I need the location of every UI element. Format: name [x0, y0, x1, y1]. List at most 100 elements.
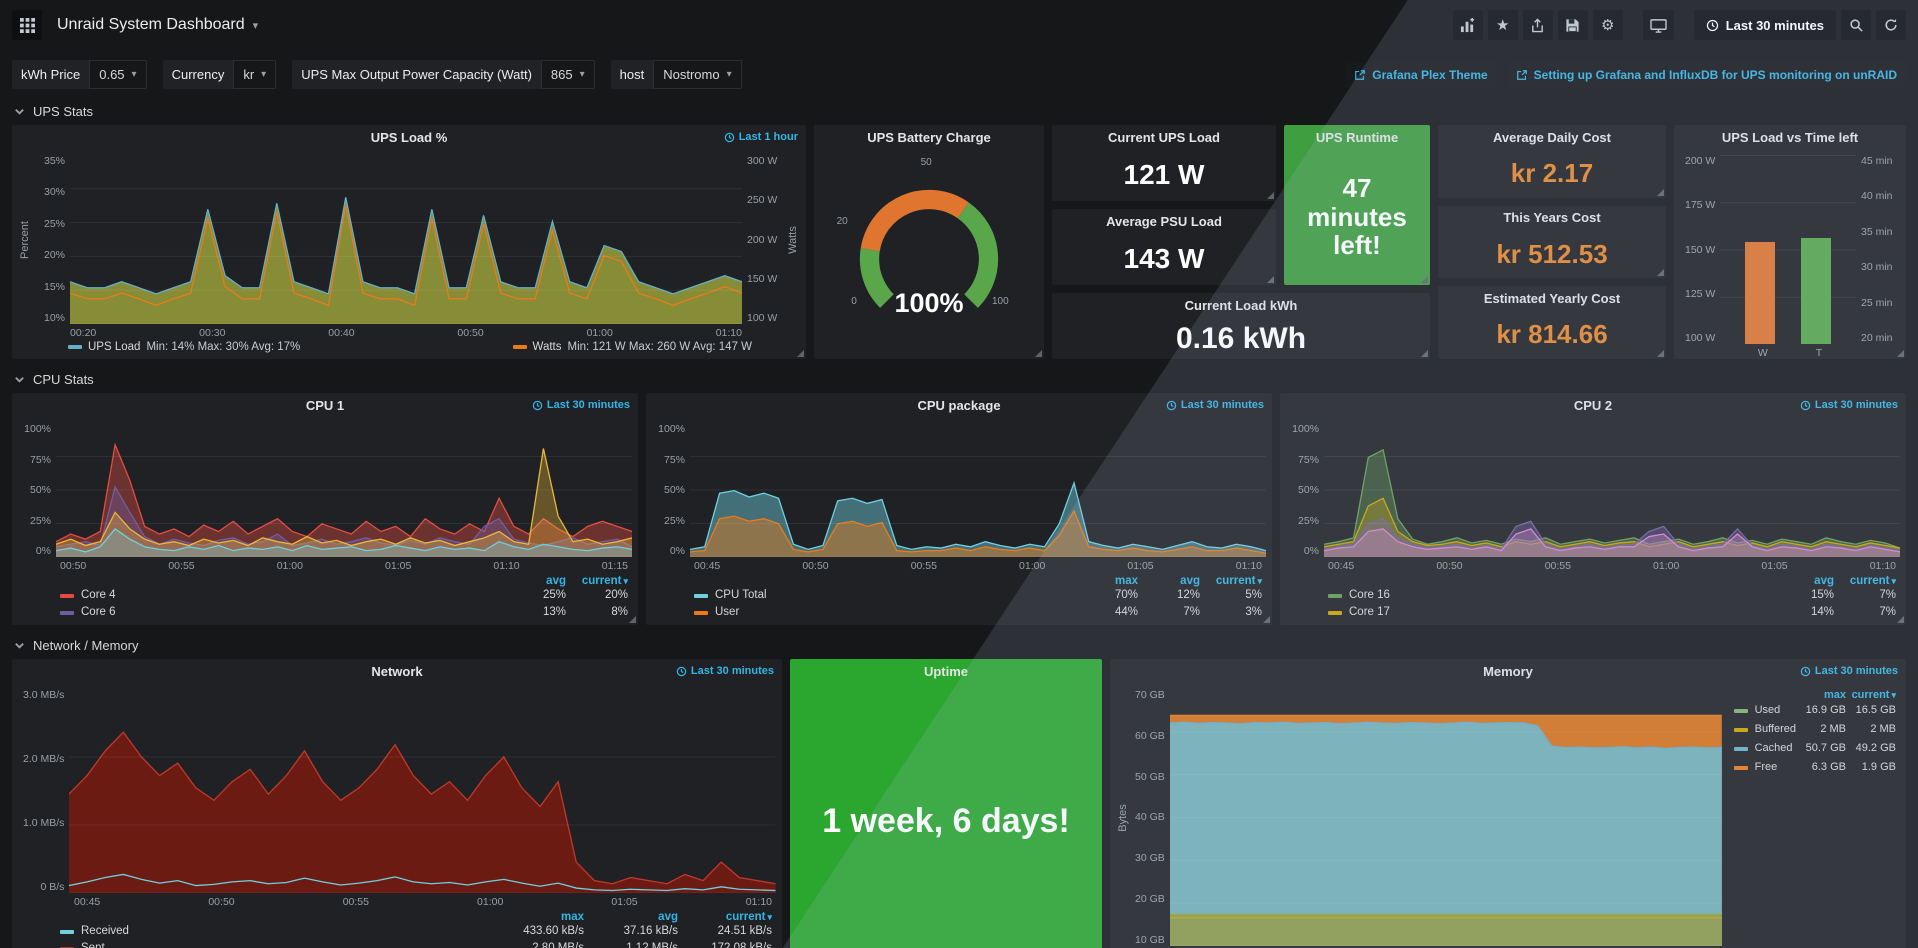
legend-series[interactable]: Core 16 15% 7%: [1328, 587, 1896, 604]
legend-sort-column[interactable]: avg: [1180, 575, 1200, 587]
panel-time-override[interactable]: Last 30 minutes: [676, 665, 774, 677]
panel-time-override[interactable]: Last 1 hour: [724, 131, 798, 143]
legend-sort-column[interactable]: current ▾: [1849, 575, 1896, 587]
panel-header[interactable]: CPU package Last 30 minutes: [646, 393, 1272, 417]
zoom-out-button[interactable]: [1841, 10, 1871, 40]
panel-resize-handle[interactable]: [1421, 276, 1428, 283]
plot-area[interactable]: [1324, 423, 1900, 557]
legend-sort-column[interactable]: current ▾: [1215, 575, 1262, 587]
panel-resize-handle[interactable]: [1657, 269, 1664, 277]
panel-header[interactable]: Memory Last 30 minutes: [1110, 659, 1906, 683]
variable-value-dropdown[interactable]: Nostromo ▾: [653, 60, 742, 89]
panel-resize-handle[interactable]: [1897, 350, 1904, 357]
row-header-ups-stats[interactable]: UPS Stats: [0, 97, 1918, 123]
variable-value-dropdown[interactable]: kr ▾: [233, 60, 277, 89]
legend-sort-column[interactable]: avg: [546, 575, 566, 587]
plot-area[interactable]: [70, 155, 742, 324]
legend-series[interactable]: CPU Total 70% 12% 5%: [694, 587, 1262, 604]
legend-series[interactable]: Received 433.60 kB/s 37.16 kB/s 24.51 kB/s: [60, 923, 772, 940]
panel-resize-handle[interactable]: [1421, 350, 1428, 357]
series-value: 49.2 GB: [1855, 742, 1896, 754]
panel-header[interactable]: Average PSU Load: [1052, 209, 1276, 233]
axis-tick-label: 01:15: [601, 560, 628, 572]
legend-sort-column[interactable]: current ▾: [1851, 689, 1896, 701]
legend-series[interactable]: Buffered 2 MB 2 MB: [1733, 720, 1896, 739]
settings-button[interactable]: ⚙: [1592, 10, 1623, 40]
legend-series[interactable]: Core 6 13% 8%: [60, 604, 628, 621]
plot-area[interactable]: [690, 423, 1266, 557]
legend-series[interactable]: Used 16.9 GB 16.5 GB: [1733, 701, 1896, 720]
panel-header[interactable]: Current UPS Load: [1052, 125, 1276, 149]
dashboard-links: Grafana Plex Theme Setting up Grafana an…: [1345, 61, 1906, 88]
plot-area[interactable]: [56, 423, 632, 557]
panel-resize-handle[interactable]: [1657, 350, 1664, 358]
dashboard-link[interactable]: Grafana Plex Theme: [1345, 61, 1497, 88]
series-value: 13%: [542, 606, 566, 618]
panel-header[interactable]: Average Daily Cost: [1438, 125, 1666, 149]
plot-area[interactable]: [1720, 155, 1856, 344]
panel-header[interactable]: CPU 2 Last 30 minutes: [1280, 393, 1906, 417]
panel-header[interactable]: Estimated Yearly Cost: [1438, 286, 1666, 310]
axis-tick-label: 0%: [1303, 545, 1319, 557]
panel-resize-handle[interactable]: [1263, 616, 1270, 623]
legend-series[interactable]: UPS Load Min: 14% Max: 30% Avg: 17%: [68, 341, 300, 353]
panel-resize-handle[interactable]: [1267, 276, 1274, 283]
legend-series[interactable]: Core 4 25% 20%: [60, 587, 628, 604]
plot-area[interactable]: [1169, 689, 1722, 946]
panel-time-override[interactable]: Last 30 minutes: [1800, 399, 1898, 411]
legend-series[interactable]: Sent 2.80 MB/s 1.12 MB/s 172.08 kB/s: [60, 940, 772, 948]
legend-series[interactable]: Core 17 14% 7%: [1328, 604, 1896, 621]
panel-header[interactable]: Network Last 30 minutes: [12, 659, 782, 683]
row-header-cpu-stats[interactable]: CPU Stats: [0, 365, 1918, 391]
legend-sort-column[interactable]: current ▾: [725, 911, 772, 923]
share-button[interactable]: [1522, 10, 1553, 40]
panel-header[interactable]: UPS Load vs Time left: [1674, 125, 1906, 149]
add-panel-button[interactable]: [1452, 10, 1483, 40]
panel-title: This Years Cost: [1503, 210, 1601, 226]
series-value: 2.80 MB/s: [532, 942, 584, 948]
axis-tick-label: 01:00: [1019, 560, 1046, 572]
legend-sort-column[interactable]: avg: [1814, 575, 1834, 587]
legend-series[interactable]: Free 6.3 GB 1.9 GB: [1733, 758, 1896, 777]
panel-resize-handle[interactable]: [1267, 192, 1274, 199]
panel-header[interactable]: This Years Cost: [1438, 206, 1666, 230]
time-range-picker[interactable]: Last 30 minutes: [1693, 10, 1836, 40]
plot-area[interactable]: [69, 689, 776, 893]
panel-header[interactable]: UPS Battery Charge: [814, 125, 1044, 149]
axis-tick-label: 15%: [43, 280, 65, 293]
panel-time-override[interactable]: Last 30 minutes: [1800, 665, 1898, 677]
save-button[interactable]: [1557, 10, 1588, 40]
legend-sort-column[interactable]: max: [1823, 689, 1846, 701]
legend-sort-column[interactable]: current ▾: [581, 575, 628, 587]
panel-header[interactable]: Current Load kWh: [1052, 293, 1430, 317]
panel-header[interactable]: UPS Load % Last 1 hour: [12, 125, 806, 149]
panel-header[interactable]: CPU 1 Last 30 minutes: [12, 393, 638, 417]
series-name: CPU Total: [715, 589, 767, 601]
panel-resize-handle[interactable]: [1657, 188, 1664, 196]
panel-header[interactable]: Uptime: [790, 659, 1102, 683]
panel-resize-handle[interactable]: [797, 350, 804, 357]
panel-resize-handle[interactable]: [1035, 350, 1042, 357]
legend-sort-column[interactable]: max: [1114, 575, 1138, 587]
dashboard-title-dropdown[interactable]: Unraid System Dashboard ▾: [47, 16, 268, 34]
panel-time-override[interactable]: Last 30 minutes: [1166, 399, 1264, 411]
legend-series[interactable]: User 44% 7% 3%: [694, 604, 1262, 621]
legend-series[interactable]: Watts Min: 121 W Max: 260 W Avg: 147 W: [512, 341, 752, 353]
panel-resize-handle[interactable]: [1897, 616, 1904, 623]
variable-value-dropdown[interactable]: 0.65 ▾: [89, 60, 147, 89]
legend-series[interactable]: Cached 50.7 GB 49.2 GB: [1733, 739, 1896, 758]
cycle-view-button[interactable]: [1642, 10, 1674, 40]
dashboard-link[interactable]: Setting up Grafana and InfluxDB for UPS …: [1506, 61, 1906, 88]
legend-sort-column[interactable]: avg: [658, 911, 678, 923]
row-header-network-memory[interactable]: Network / Memory: [0, 631, 1918, 657]
bar[interactable]: [1801, 238, 1832, 344]
panel-time-override[interactable]: Last 30 minutes: [532, 399, 630, 411]
legend-sort-column[interactable]: max: [560, 911, 584, 923]
apps-menu-button[interactable]: [12, 10, 42, 40]
panel-resize-handle[interactable]: [629, 616, 636, 623]
bar[interactable]: [1745, 241, 1776, 344]
refresh-button[interactable]: [1876, 10, 1906, 40]
star-button[interactable]: ★: [1487, 10, 1518, 40]
variable-value-dropdown[interactable]: 865 ▾: [540, 60, 595, 89]
panel-header[interactable]: UPS Runtime: [1284, 125, 1430, 149]
